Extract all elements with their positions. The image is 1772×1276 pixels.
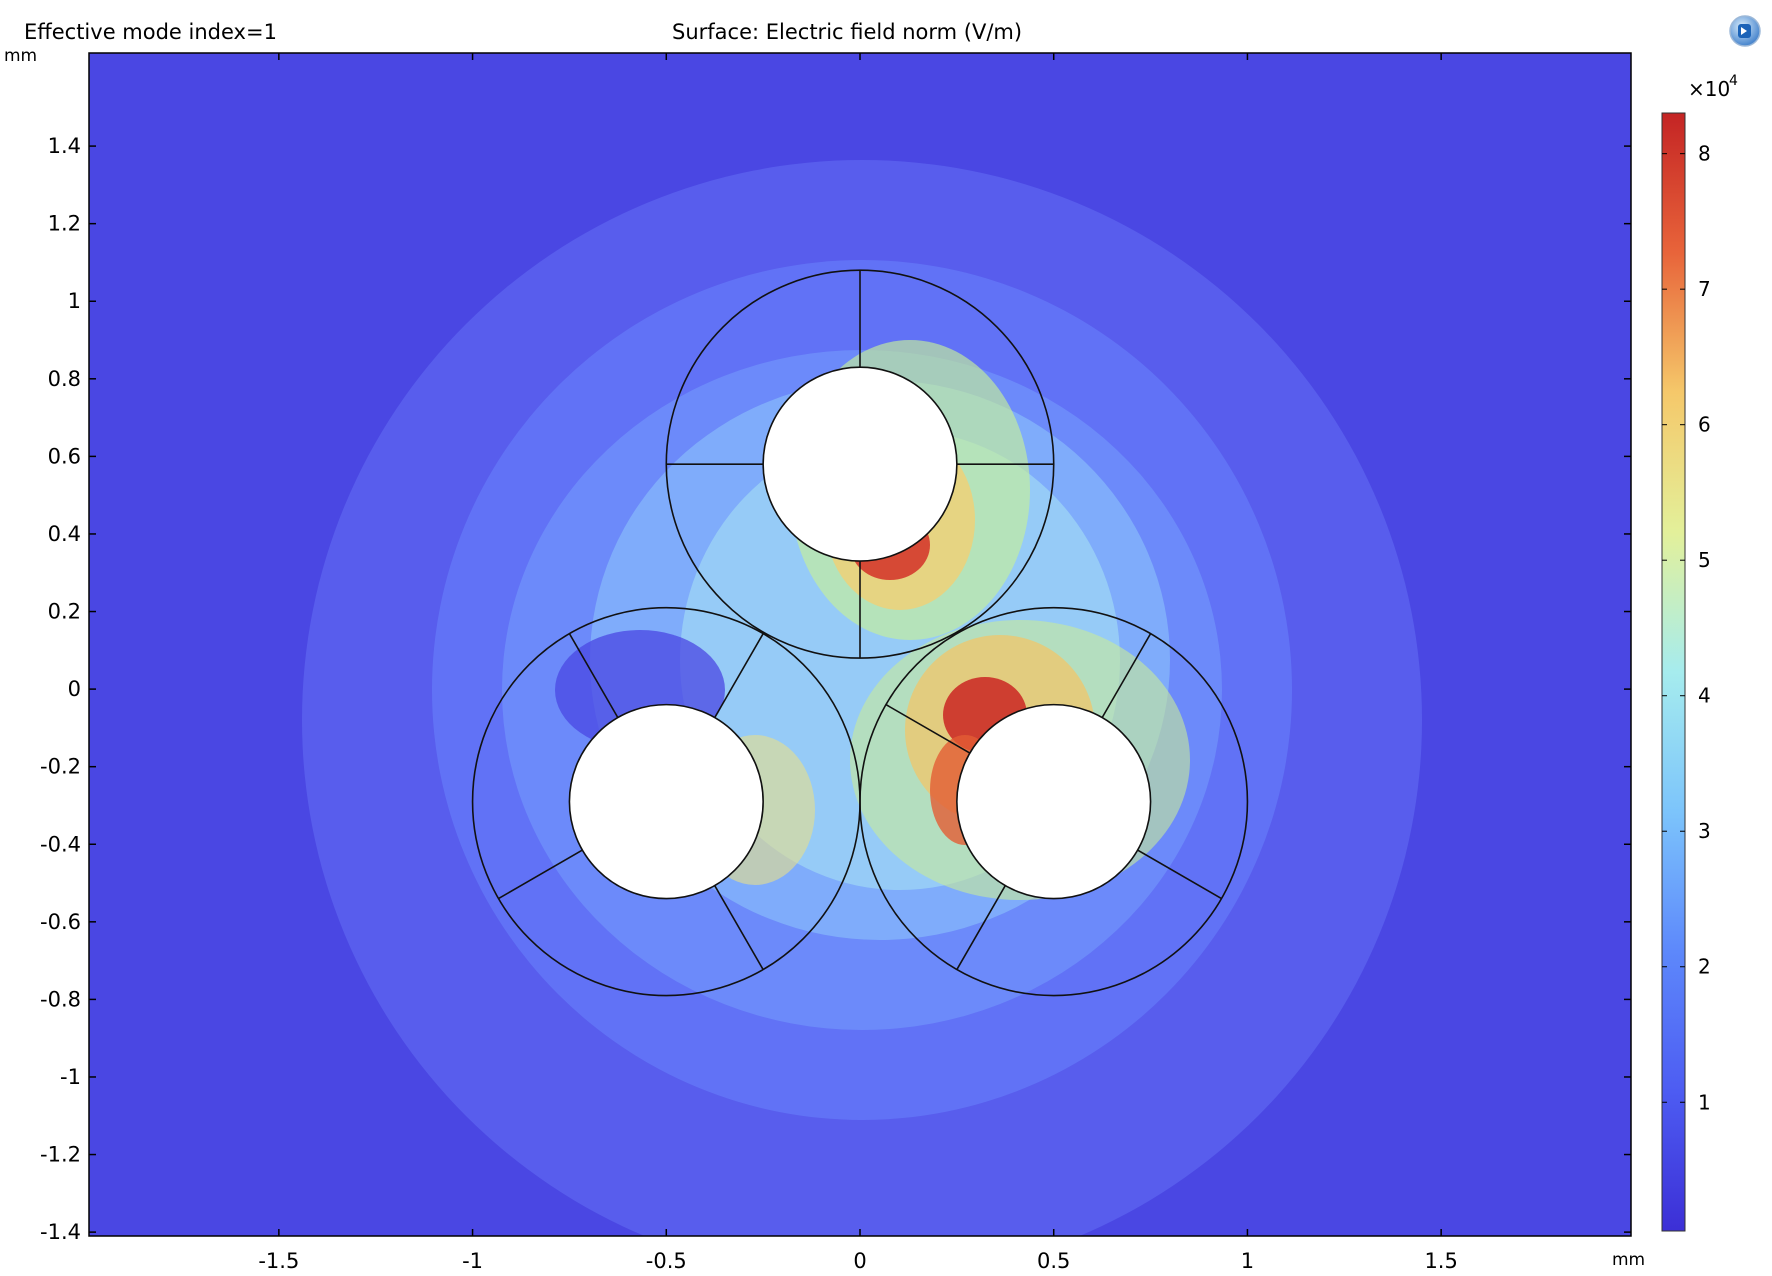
x-tick-label: 0 [853, 1249, 866, 1273]
app-logo-icon [1729, 15, 1761, 47]
x-tick-label: -1 [462, 1249, 483, 1273]
colorbar-ticks: 1 2 3 4 5 6 7 8 [1662, 142, 1711, 1114]
y-axis-unit: mm [4, 46, 38, 66]
y-tick-label: -1.4 [40, 1220, 81, 1244]
y-tick-label: 1.2 [48, 212, 81, 236]
colorbar-tick-label: 2 [1698, 955, 1711, 979]
y-tick-label: -0.4 [40, 832, 81, 856]
colorbar-multiplier: ×10 [1688, 77, 1730, 101]
partition-line [714, 885, 764, 970]
y-tick-label: 0.4 [48, 522, 81, 546]
partition-line [1137, 849, 1222, 900]
partition-line [498, 849, 583, 900]
x-tick-label: 1.5 [1424, 1249, 1457, 1273]
colorbar-tick-label: 5 [1698, 548, 1711, 572]
y-tick-label: -1.2 [40, 1143, 81, 1167]
conductor-core [568, 703, 764, 900]
colorbar [1661, 112, 1686, 1232]
plot-subtitle: Effective mode index=1 [24, 20, 277, 44]
partition-line [714, 633, 764, 719]
y-tick-label: -0.2 [40, 755, 81, 779]
partition-line [568, 633, 619, 719]
partition-line [1101, 633, 1152, 719]
conductor-core [762, 366, 958, 562]
insulation-boundary [859, 606, 1249, 997]
colorbar-tick-label: 3 [1698, 819, 1711, 843]
y-tick-label: 0.6 [48, 444, 81, 468]
conductor-core [956, 703, 1152, 900]
x-axis-ticks: -1.5 -1 -0.5 0 0.5 1 1.5 [258, 53, 1458, 1273]
partition-line [956, 885, 1006, 970]
y-tick-label: 0.8 [48, 367, 81, 391]
y-axis-ticks: 1.4 1.2 1 0.8 0.6 0.4 0.2 0 -0.2 -0.4 -0.6 -0.8 -1 -1… [40, 134, 1631, 1244]
y-tick-label: 1.4 [48, 134, 81, 158]
partition-line [885, 703, 971, 754]
y-tick-label: -1 [60, 1065, 81, 1089]
x-tick-label: -1.5 [258, 1249, 299, 1273]
x-tick-label: 0.5 [1037, 1249, 1070, 1273]
y-tick-label: 0.2 [48, 600, 81, 624]
y-tick-label: 1 [68, 289, 81, 313]
y-tick-label: -0.8 [40, 987, 81, 1011]
x-tick-label: 1 [1241, 1249, 1254, 1273]
y-tick-label: 0 [68, 677, 81, 701]
colorbar-tick-label: 6 [1698, 413, 1711, 437]
colorbar-tick-label: 7 [1698, 277, 1711, 301]
plot-title: Surface: Electric field norm (V/m) [672, 20, 1023, 44]
colorbar-exponent: 4 [1729, 73, 1738, 89]
colorbar-tick-label: 1 [1698, 1090, 1711, 1114]
y-tick-label: -0.6 [40, 910, 81, 934]
x-tick-label: -0.5 [646, 1249, 687, 1273]
x-axis-unit: mm [1612, 1250, 1646, 1270]
field-heatmap [89, 53, 1631, 1236]
colorbar-tick-label: 8 [1698, 142, 1711, 166]
colorbar-tick-label: 4 [1698, 684, 1711, 708]
conductor-geometry [471, 269, 1249, 997]
